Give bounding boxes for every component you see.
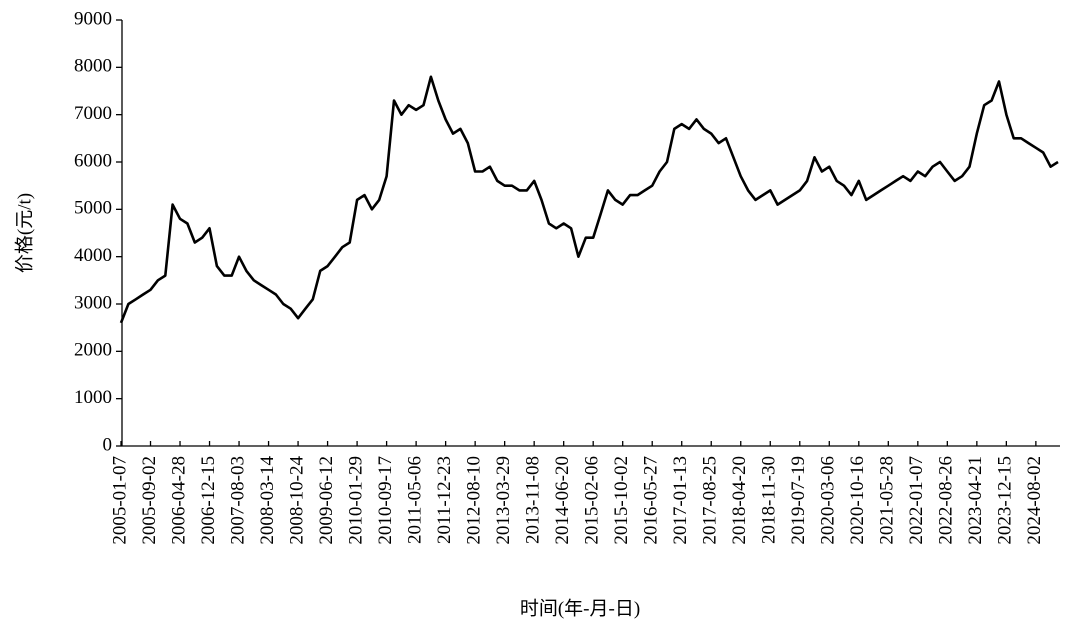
x-tick-label: 2005-01-07 xyxy=(109,456,130,545)
x-axis-label: 时间(年-月-日) xyxy=(520,597,640,619)
x-tick-label: 2016-05-27 xyxy=(641,456,662,545)
x-tick-label: 2006-12-15 xyxy=(198,456,219,545)
x-tick-label: 2020-03-06 xyxy=(818,456,839,545)
x-tick-label: 2007-08-03 xyxy=(227,456,248,545)
x-tick-label: 2019-07-19 xyxy=(788,456,809,545)
x-tick-label: 2022-01-07 xyxy=(906,456,927,545)
y-tick-label: 3000 xyxy=(74,292,112,313)
x-tick-label: 2008-10-24 xyxy=(286,456,307,545)
y-tick-label: 8000 xyxy=(74,56,112,77)
y-axis-label: 价格(元/t) xyxy=(13,193,35,273)
price-line xyxy=(119,75,1059,324)
x-tick-label: 2018-04-20 xyxy=(729,456,750,545)
x-tick-label: 2009-06-12 xyxy=(316,456,337,545)
y-tick-label: 7000 xyxy=(74,103,112,124)
x-tick-label: 2020-10-16 xyxy=(847,456,868,545)
x-tick-label: 2018-11-30 xyxy=(759,456,780,544)
x-tick-label: 2011-05-06 xyxy=(404,456,425,544)
y-tick-label: 1000 xyxy=(74,387,112,408)
x-tick-label: 2006-04-28 xyxy=(168,456,189,545)
y-tick-label: 2000 xyxy=(74,340,112,361)
x-tick-label: 2005-09-02 xyxy=(139,456,160,545)
y-tick-label: 6000 xyxy=(74,150,112,171)
x-tick-label: 2012-08-10 xyxy=(464,456,485,545)
x-tick-label: 2013-03-29 xyxy=(493,456,514,545)
x-tick-label: 2024-08-02 xyxy=(1024,456,1045,545)
x-tick-label: 2010-09-17 xyxy=(375,456,396,545)
x-tick-label: 2008-03-14 xyxy=(257,456,278,545)
y-tick-label: 5000 xyxy=(74,198,112,219)
y-tick-label: 4000 xyxy=(74,245,112,266)
x-tick-label: 2017-08-25 xyxy=(700,456,721,545)
y-tick-label: 0 xyxy=(103,434,113,455)
x-tick-label: 2022-08-26 xyxy=(936,456,957,545)
x-tick-label: 2013-11-08 xyxy=(523,456,544,544)
x-tick-label: 2021-05-28 xyxy=(877,456,898,545)
x-tick-label: 2023-12-15 xyxy=(995,456,1016,545)
x-tick-label: 2014-06-20 xyxy=(552,456,573,545)
x-tick-label: 2017-01-13 xyxy=(670,456,691,545)
x-tick-label: 2015-10-02 xyxy=(611,456,632,545)
x-tick-label: 2011-12-23 xyxy=(434,456,455,544)
x-tick-label: 2023-04-21 xyxy=(965,456,986,545)
x-tick-label: 2015-02-06 xyxy=(582,456,603,545)
x-tick-label: 2010-01-29 xyxy=(345,456,366,545)
y-tick-label: 9000 xyxy=(74,8,112,29)
